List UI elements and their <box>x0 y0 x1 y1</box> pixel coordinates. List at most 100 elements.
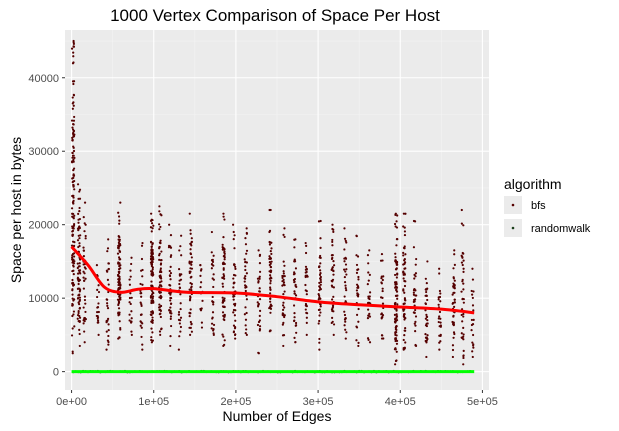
bfs-point <box>395 313 398 316</box>
bfs-point <box>159 267 162 270</box>
bfs-point <box>317 322 320 325</box>
bfs-point <box>258 270 262 273</box>
bfs-point <box>244 289 247 293</box>
bfs-point <box>304 283 307 287</box>
bfs-point <box>82 249 86 252</box>
bfs-point <box>368 312 371 316</box>
bfs-point <box>425 341 428 344</box>
bfs-point <box>355 289 359 292</box>
bfs-point <box>234 265 237 268</box>
bfs-point <box>78 188 82 191</box>
bfs-point <box>319 219 322 223</box>
bfs-point <box>462 252 465 255</box>
bfs-point <box>141 322 144 325</box>
bfs-point <box>128 319 131 322</box>
bfs-point <box>395 315 399 318</box>
x-tick-label: 4e+05 <box>385 396 416 408</box>
bfs-point <box>381 287 384 290</box>
bfs-point <box>293 292 296 295</box>
bfs-point <box>343 237 347 240</box>
bfs-point <box>130 333 133 336</box>
bfs-point <box>452 331 456 334</box>
bfs-point <box>233 304 237 307</box>
bfs-point <box>73 115 76 119</box>
bfs-point <box>128 278 131 281</box>
legend-label-bfs: bfs <box>531 200 546 212</box>
bfs-point <box>357 344 360 348</box>
bfs-point <box>395 339 399 343</box>
bfs-point <box>83 298 87 302</box>
bfs-point <box>394 333 397 336</box>
bfs-point <box>159 315 162 319</box>
bfs-point <box>189 308 192 311</box>
bfs-point <box>150 336 153 339</box>
bfs-point <box>106 319 109 322</box>
bfs-point <box>304 251 308 255</box>
bfs-point <box>414 315 418 318</box>
bfs-point <box>199 286 202 289</box>
bfs-point <box>395 342 399 345</box>
bfs-point <box>77 265 80 268</box>
bfs-point <box>283 235 286 239</box>
bfs-point <box>71 350 74 353</box>
bfs-point <box>281 312 284 315</box>
legend-label-randomwalk: randomwalk <box>531 223 591 235</box>
bfs-point <box>355 263 359 267</box>
bfs-point <box>403 291 406 294</box>
bfs-point <box>222 318 225 321</box>
bfs-point <box>470 329 473 332</box>
bfs-point <box>344 263 348 266</box>
bfs-point <box>245 227 248 230</box>
bfs-point <box>222 267 225 270</box>
bfs-point <box>72 123 75 126</box>
bfs-point <box>78 244 81 248</box>
bfs-point <box>453 305 456 308</box>
bfs-point <box>395 319 399 322</box>
bfs-point <box>140 335 143 339</box>
bfs-point <box>77 218 80 221</box>
bfs-point <box>343 313 347 317</box>
bfs-point <box>78 197 82 200</box>
bfs-point <box>344 239 347 242</box>
bfs-point <box>222 276 225 279</box>
bfs-point <box>245 252 248 255</box>
bfs-point <box>188 288 191 291</box>
bfs-point <box>403 262 406 265</box>
bfs-point <box>151 297 154 300</box>
bfs-point <box>140 326 143 329</box>
x-tick-label: 2e+05 <box>220 396 251 408</box>
bfs-point <box>178 322 181 325</box>
bfs-point <box>223 218 226 221</box>
bfs-point <box>71 215 74 218</box>
bfs-point <box>319 277 322 280</box>
bfs-point <box>426 334 429 337</box>
bfs-point <box>394 318 397 321</box>
bfs-point <box>269 329 272 332</box>
bfs-point <box>281 284 284 287</box>
bfs-point <box>380 334 384 337</box>
bfs-point <box>71 281 74 284</box>
bfs-point <box>223 299 226 302</box>
bfs-point <box>257 320 261 324</box>
bfs-point <box>210 327 213 330</box>
bfs-point <box>462 259 465 262</box>
bfs-point <box>210 230 213 234</box>
bfs-point <box>282 292 285 296</box>
bfs-point <box>258 253 262 256</box>
bfs-point <box>396 263 399 266</box>
bfs-point <box>222 335 225 338</box>
bfs-point <box>318 256 321 259</box>
bfs-point <box>244 331 247 335</box>
bfs-point <box>73 156 76 160</box>
bfs-point <box>453 279 456 282</box>
bfs-point <box>403 284 407 288</box>
bfs-point <box>82 287 85 290</box>
bfs-point <box>294 340 297 344</box>
bfs-point <box>368 315 371 318</box>
bfs-point <box>139 282 142 286</box>
bfs-point <box>269 279 272 282</box>
bfs-point <box>222 262 225 266</box>
bfs-point <box>343 257 346 260</box>
bfs-point <box>150 212 153 215</box>
